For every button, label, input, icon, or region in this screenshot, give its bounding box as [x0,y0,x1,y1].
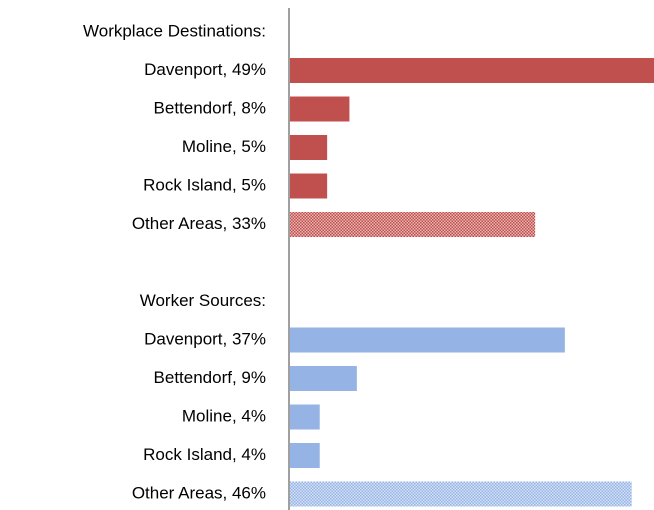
bar [290,443,320,468]
category-label: Bettendorf, 8% [154,98,266,117]
bar [290,212,536,237]
bar [290,58,654,83]
bar [290,96,350,122]
category-label: Other Areas, 46% [132,483,266,502]
bar [290,135,328,160]
category-label: Davenport, 37% [144,329,266,348]
bar [290,327,565,353]
category-label: Other Areas, 33% [132,214,266,233]
bar [290,481,632,507]
bar [290,173,328,199]
category-label: Rock Island, 4% [143,445,266,464]
category-label: Bettendorf, 9% [154,368,266,387]
category-label: Rock Island, 5% [143,175,266,194]
category-label: Davenport, 49% [144,60,266,79]
category-label: Workplace Destinations: [83,21,266,40]
category-label: Worker Sources: [140,291,266,310]
bar [290,404,320,430]
bar [290,366,357,391]
category-label: Moline, 4% [182,406,266,425]
category-label: Moline, 5% [182,137,266,156]
